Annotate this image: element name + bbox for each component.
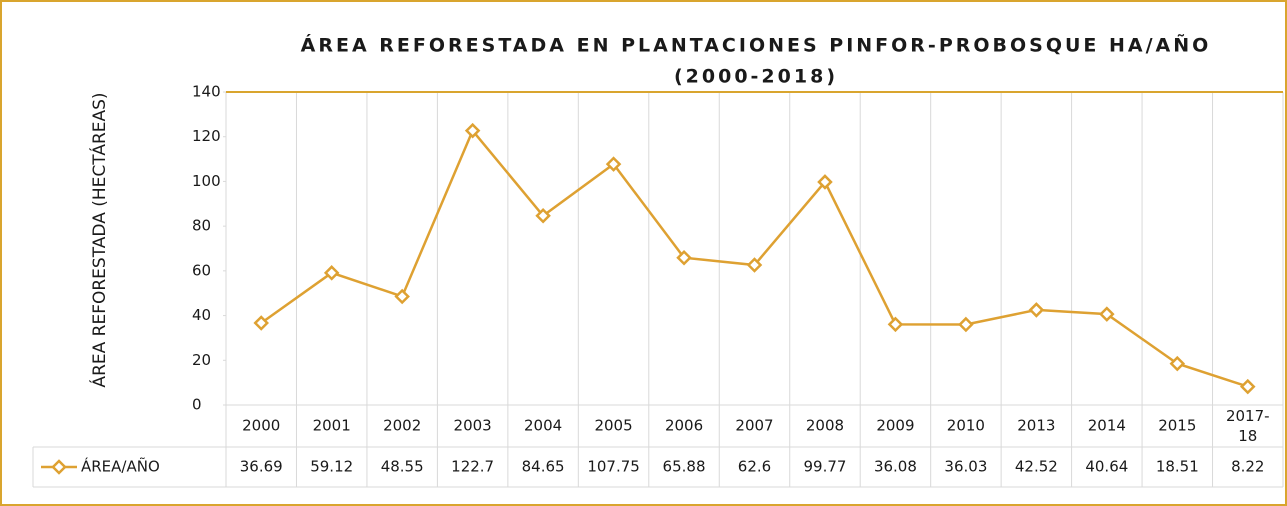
data-point xyxy=(1169,355,1186,372)
table-value: 84.65 xyxy=(522,458,565,476)
data-point xyxy=(605,156,622,172)
table-value: 107.75 xyxy=(587,458,640,476)
y-tick-label: 80 xyxy=(192,217,211,235)
x-tick-label: 2006 xyxy=(665,417,703,435)
y-tick-label: 140 xyxy=(192,83,221,101)
table-value: 36.69 xyxy=(240,458,283,476)
x-tick-label: 2002 xyxy=(383,417,421,435)
y-tick-label: 100 xyxy=(192,172,221,190)
data-point xyxy=(817,174,833,190)
x-tick-label: 2007 xyxy=(735,417,773,435)
table-value: 36.03 xyxy=(944,458,987,476)
y-tick-label: 120 xyxy=(192,127,221,145)
y-tick-label: 60 xyxy=(192,261,211,279)
x-tick-label: 2001 xyxy=(313,417,351,435)
table-value: 59.12 xyxy=(310,458,353,476)
x-tick-label: 2014 xyxy=(1088,417,1126,435)
table-value: 122.7 xyxy=(451,458,494,476)
x-tick-label: 2010 xyxy=(947,417,985,435)
x-tick-label: 2017-18 xyxy=(1226,407,1270,445)
table-value: 99.77 xyxy=(803,458,846,476)
x-tick-label: 2013 xyxy=(1017,417,1055,435)
y-axis-title: ÁREA REFORESTADA (HECTÁREAS) xyxy=(88,92,110,387)
table-value: 62.6 xyxy=(738,458,771,476)
legend-label: ÁREA/AÑO xyxy=(81,457,160,476)
data-point xyxy=(1239,378,1256,395)
table-value: 36.08 xyxy=(874,458,917,476)
table-value: 18.51 xyxy=(1156,458,1199,476)
x-tick-label: 2008 xyxy=(806,417,844,435)
data-point xyxy=(746,257,763,273)
y-tick-label: 40 xyxy=(192,306,211,324)
data-point xyxy=(464,122,481,139)
chart-title: ÁREA REFORESTADA EN PLANTACIONES PINFOR-… xyxy=(301,33,1212,57)
data-point xyxy=(253,315,270,331)
x-tick-label: 2003 xyxy=(454,417,492,435)
y-tick-label: 0 xyxy=(192,396,202,414)
chart-title: (2000-2018) xyxy=(674,66,838,88)
x-tick-label: 2015 xyxy=(1158,417,1196,435)
table-value: 65.88 xyxy=(663,458,706,476)
data-point xyxy=(323,265,340,281)
x-tick-label: 2000 xyxy=(242,417,280,435)
table-value: 48.55 xyxy=(381,458,424,476)
data-point xyxy=(1099,306,1115,322)
x-tick-label: 2004 xyxy=(524,417,562,435)
data-point xyxy=(887,316,904,333)
data-point xyxy=(1028,302,1045,318)
table-value: 40.64 xyxy=(1085,458,1128,476)
data-point xyxy=(535,207,551,224)
x-tick-label: 2009 xyxy=(876,417,914,435)
legend-marker xyxy=(51,459,67,475)
data-point xyxy=(676,249,692,266)
table-value: 42.52 xyxy=(1015,458,1058,476)
data-point xyxy=(394,288,410,305)
data-point xyxy=(958,316,974,333)
table-value: 8.22 xyxy=(1231,458,1264,476)
y-tick-label: 20 xyxy=(192,351,211,369)
x-tick-label: 2005 xyxy=(594,417,632,435)
